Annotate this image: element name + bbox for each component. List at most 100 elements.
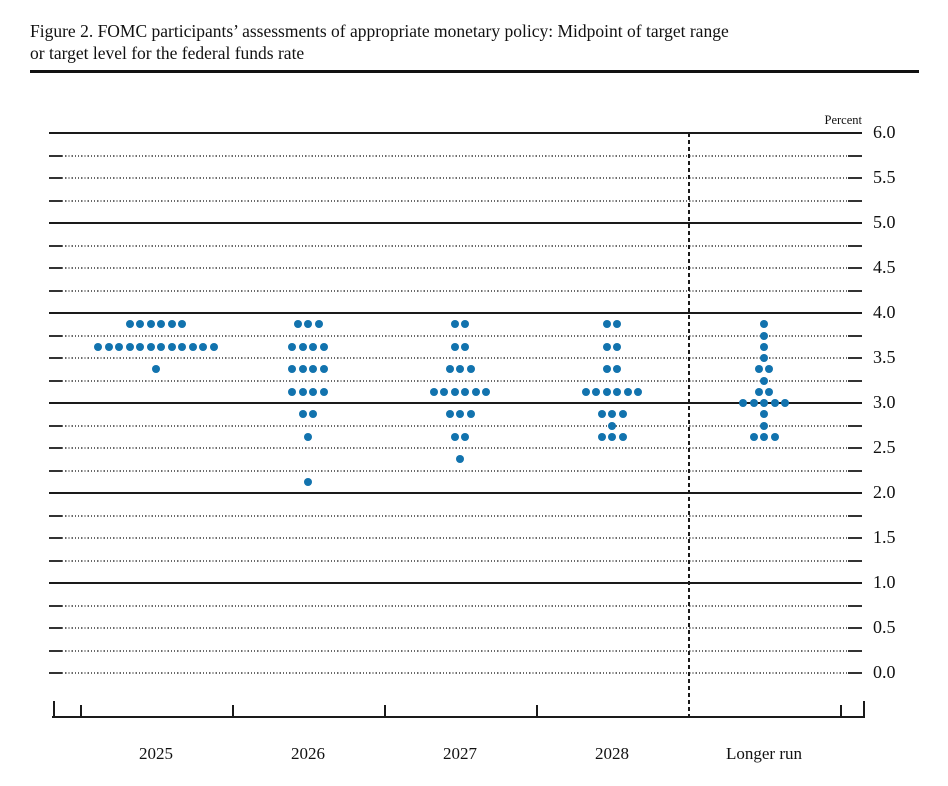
dot: [613, 342, 622, 351]
gridline-right-tick: [848, 604, 862, 607]
dot: [613, 365, 622, 374]
y-axis-tick-label: 5.5: [873, 167, 896, 187]
dot: [309, 410, 318, 419]
dot: [298, 410, 307, 419]
dot: [146, 320, 155, 329]
dot: [209, 342, 218, 351]
dot: [760, 421, 768, 430]
y-axis-tick-label: 0.5: [873, 617, 896, 637]
dot: [602, 365, 611, 374]
dot: [602, 342, 611, 351]
gridline-left-tick: [49, 357, 62, 359]
dot: [167, 320, 176, 329]
dot: [94, 342, 103, 351]
dot: [288, 342, 297, 351]
dot: [450, 432, 459, 441]
x-axis-endcap: [53, 701, 55, 716]
dot: [304, 432, 312, 441]
y-axis-tick-label: 3.5: [873, 347, 896, 367]
dot: [760, 376, 768, 385]
dot: [429, 387, 438, 396]
dot: [781, 399, 789, 407]
dot: [304, 320, 312, 329]
gridline-right-tick: [848, 154, 862, 157]
dot: [456, 365, 464, 374]
dot: [618, 432, 627, 441]
gridline-left-tick: [49, 537, 62, 539]
dot: [136, 342, 145, 351]
dot: [157, 320, 166, 329]
gridline-minor: [62, 334, 848, 337]
dot: [115, 342, 124, 351]
x-axis-category-label: 2028: [595, 744, 629, 763]
y-axis-tick-label: 2.0: [873, 482, 896, 502]
dot: [466, 410, 475, 419]
gridline-minor: [62, 672, 848, 674]
dot: [167, 342, 176, 351]
gridline-left-tick: [49, 199, 62, 202]
y-axis-tick-label: 4.0: [873, 302, 896, 322]
gridline-right-tick: [848, 244, 862, 247]
dot: [592, 387, 601, 396]
gridline-left-tick: [49, 447, 62, 449]
dot: [608, 432, 616, 441]
dot: [623, 387, 632, 396]
gridline-minor: [62, 469, 848, 472]
dot: [445, 410, 454, 419]
dot: [461, 342, 470, 351]
dot: [461, 432, 470, 441]
dot: [608, 410, 616, 419]
dot: [597, 410, 606, 419]
gridline-major: [49, 132, 862, 134]
y-axis-tick-label: 1.5: [873, 527, 896, 547]
gridline-minor: [62, 627, 848, 629]
dot: [319, 365, 328, 374]
dot: [298, 365, 307, 374]
gridline-minor: [62, 514, 848, 517]
dot: [760, 320, 768, 329]
title-rule: [30, 70, 919, 73]
y-axis-tick-label: 0.0: [873, 662, 896, 682]
dot: [456, 410, 464, 419]
dot: [482, 387, 491, 396]
gridline-right-tick: [848, 559, 862, 562]
dot: [754, 365, 763, 374]
dot: [298, 387, 307, 396]
gridline-minor: [62, 199, 848, 202]
gridline-left-tick: [49, 177, 62, 179]
gridline-major: [49, 582, 862, 584]
dot: [765, 365, 774, 374]
x-axis-endcap: [863, 701, 865, 716]
x-axis-category-label: Longer run: [725, 744, 802, 763]
gridline-minor: [62, 357, 848, 359]
x-axis-section-tick: [232, 705, 234, 716]
dot: [760, 399, 768, 407]
dot: [309, 365, 318, 374]
gridline-left-tick: [49, 514, 62, 517]
dot: [288, 387, 297, 396]
gridline-right-tick: [848, 672, 862, 674]
dot: [445, 365, 454, 374]
dot: [440, 387, 449, 396]
dot: [298, 342, 307, 351]
dot: [146, 342, 155, 351]
dot: [597, 432, 606, 441]
gridline-right-tick: [848, 514, 862, 517]
gridline-minor: [62, 537, 848, 539]
gridline-right-tick: [848, 267, 862, 269]
gridline-left-tick: [49, 154, 62, 157]
dot: [125, 320, 134, 329]
x-axis-category-label: 2026: [291, 744, 325, 763]
gridline-left-tick: [49, 424, 62, 427]
dot: [634, 387, 643, 396]
dot: [456, 455, 464, 464]
gridline-right-tick: [848, 334, 862, 337]
gridline-left-tick: [49, 559, 62, 562]
dot: [613, 387, 622, 396]
gridline-major: [49, 492, 862, 494]
dot: [739, 399, 747, 407]
y-axis-tick-label: 5.0: [873, 212, 896, 232]
dot: [199, 342, 208, 351]
dot: [136, 320, 145, 329]
